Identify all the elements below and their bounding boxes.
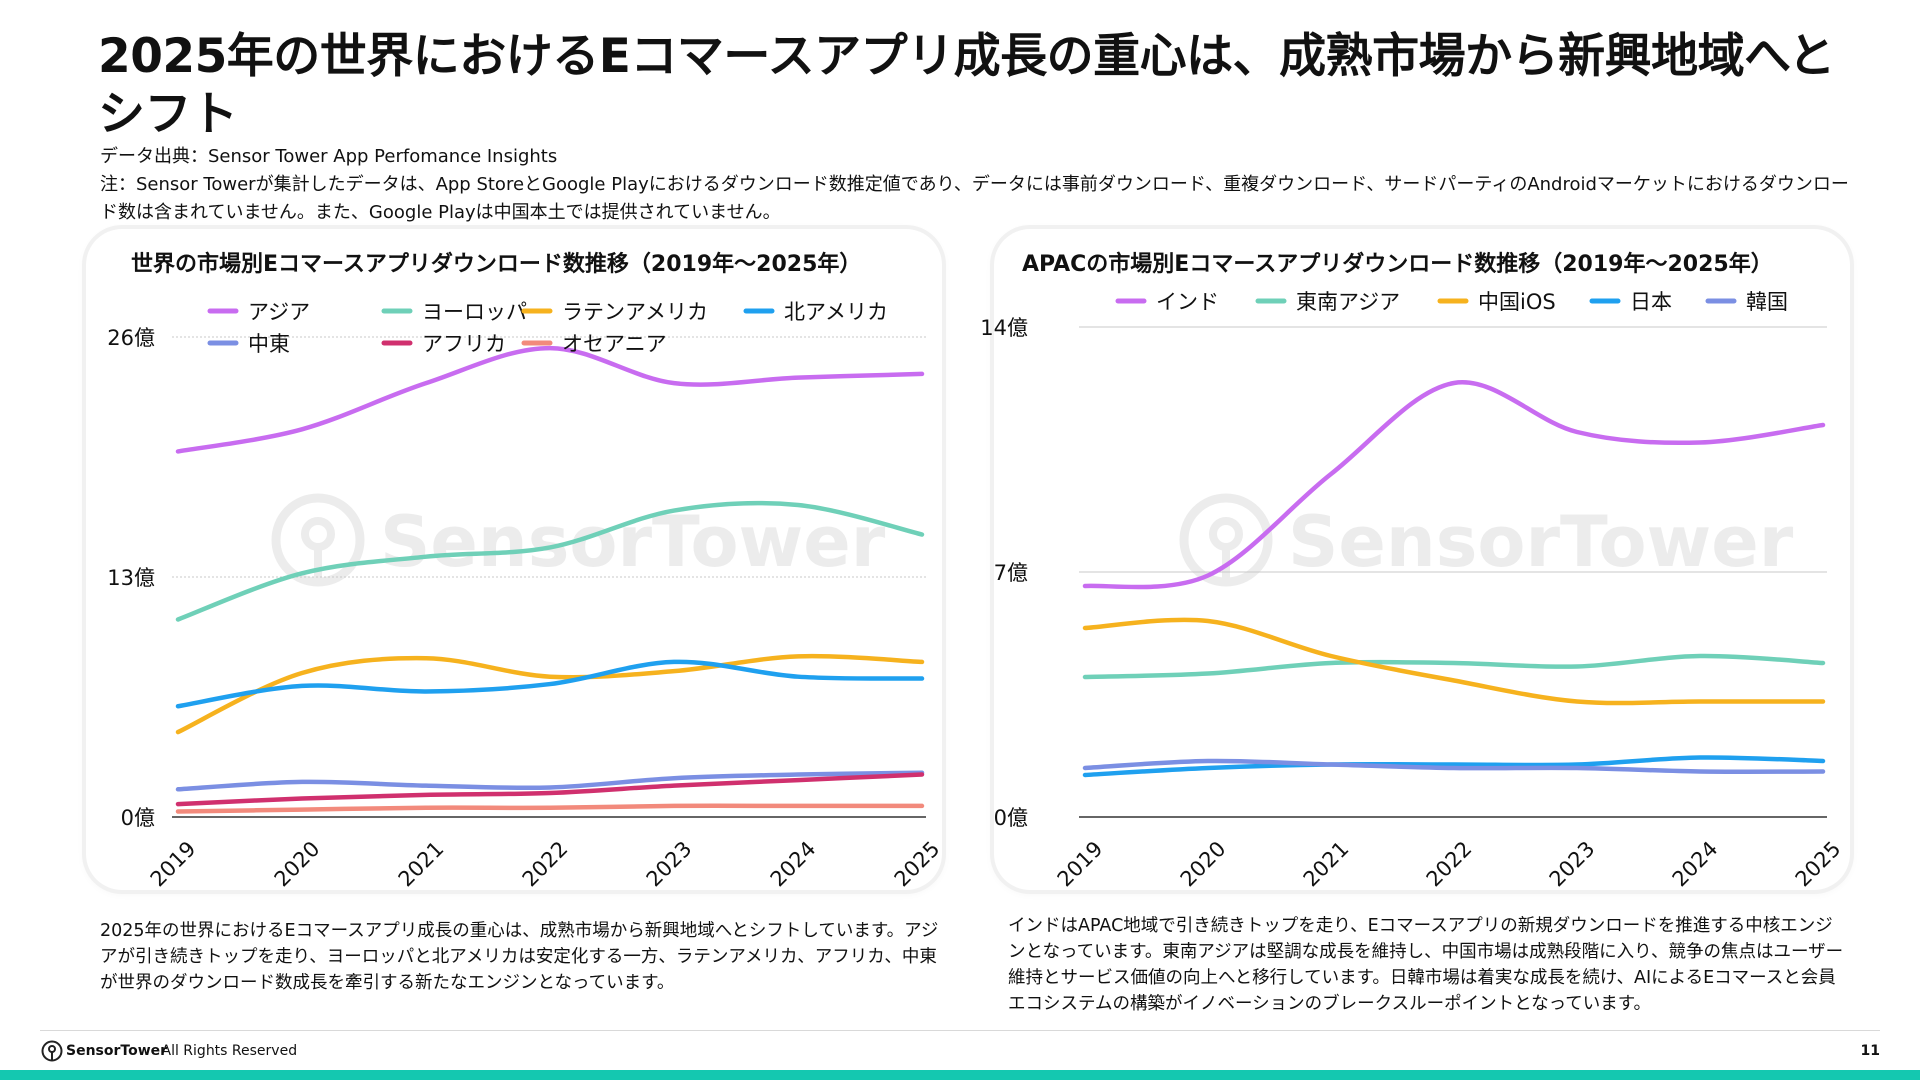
- global-x-tick-label: 2023: [642, 837, 697, 892]
- global-series-line-2: [175, 500, 925, 622]
- global-series-line-3: [175, 653, 925, 735]
- global-y-tick-label: 0億: [121, 806, 155, 830]
- global-x-tick-label: 2020: [270, 837, 325, 892]
- global-watermark-logo-inner: [301, 517, 335, 551]
- global-series-line-4: [175, 659, 925, 709]
- apac-y-tick-label: 7億: [994, 561, 1028, 585]
- apac-x-tick-label: 2025: [1791, 837, 1846, 892]
- apac-watermark-logo-icon: [1179, 493, 1273, 587]
- apac-watermark-text: SensorTower: [1288, 501, 1794, 583]
- apac-legend-label-1: インド: [1156, 290, 1219, 314]
- apac-y-tick-label: 14億: [980, 316, 1028, 340]
- global-y-tick-label: 13億: [107, 566, 155, 590]
- global-x-tick-label: 2025: [890, 837, 945, 892]
- apac-x-tick-label: 2020: [1176, 837, 1231, 892]
- data-note: 注：Sensor Towerが集計したデータは、App StoreとGoogle…: [100, 174, 1849, 223]
- accent-bar: [0, 1070, 1920, 1080]
- apac-chart-title: APACの市場別Eコマースアプリダウンロード数推移（2019年～2025年）: [1022, 252, 1773, 277]
- apac-legend-label-5: 韓国: [1746, 290, 1788, 314]
- footer-rights: - All Rights Reserved: [152, 1043, 298, 1059]
- apac-legend-label-4: 日本: [1630, 290, 1672, 314]
- apac-x-tick-label: 2021: [1299, 837, 1354, 892]
- apac-series-line-3: [1082, 617, 1826, 706]
- data-source: データ出典：Sensor Tower App Perfomance Insigh…: [100, 146, 558, 167]
- apac-x-tick-label: 2019: [1053, 837, 1108, 892]
- global-series-line-5: [175, 770, 925, 792]
- global-watermark-text: SensorTower: [380, 501, 886, 583]
- global-legend-label-6: アフリカ: [422, 332, 506, 356]
- global-legend-label-7: オセアニア: [562, 332, 667, 356]
- footer-divider: [40, 1030, 1880, 1031]
- page-number: 11: [1860, 1043, 1880, 1059]
- global-series-line-6: [175, 772, 925, 807]
- global-x-tick-label: 2024: [766, 837, 821, 892]
- global-legend-label-4: 北アメリカ: [784, 300, 888, 324]
- global-chart-title: 世界の市場別Eコマースアプリダウンロード数推移（2019年～2025年）: [131, 252, 862, 277]
- apac-x-tick-label: 2022: [1422, 837, 1477, 892]
- apac-series-line-1: [1082, 380, 1826, 590]
- global-summary-text: 2025年の世界におけるEコマースアプリ成長の重心は、成熟市場から新興地域へとシ…: [100, 921, 939, 993]
- global-series-line-7: [175, 803, 925, 814]
- apac-series-line-2: [1082, 653, 1826, 680]
- global-x-tick-label: 2021: [394, 837, 449, 892]
- global-legend-label-1: アジア: [248, 300, 310, 324]
- global-y-tick-label: 26億: [107, 326, 155, 350]
- apac-series-line-5: [1082, 758, 1826, 775]
- footer-brand: SensorTower: [66, 1043, 168, 1059]
- apac-x-tick-label: 2023: [1545, 837, 1600, 892]
- apac-legend-label-3: 中国iOS: [1478, 290, 1556, 314]
- global-watermark-logo-icon: [271, 493, 365, 587]
- global-legend-label-3: ラテンアメリカ: [562, 300, 708, 324]
- global-legend-label-2: ヨーロッパ: [422, 300, 527, 324]
- global-x-tick-label: 2022: [518, 837, 573, 892]
- apac-chart-card: [994, 229, 1850, 890]
- apac-x-tick-label: 2024: [1668, 837, 1723, 892]
- global-x-tick-label: 2019: [146, 837, 201, 892]
- page-title: 2025年の世界におけるEコマースアプリ成長の重心は、成熟市場から新興地域へとシ…: [98, 29, 1835, 142]
- apac-watermark-logo-inner: [1209, 517, 1243, 551]
- apac-series-line-4: [1082, 755, 1826, 778]
- apac-y-tick-label: 0億: [994, 806, 1028, 830]
- apac-summary-text: インドはAPAC地域で引き続きトップを走り、Eコマースアプリの新規ダウンロードを…: [1008, 916, 1844, 1014]
- sensortower-logo-icon: [41, 1040, 63, 1062]
- global-legend-label-5: 中東: [248, 332, 290, 356]
- global-series-line-1: [175, 345, 925, 454]
- apac-legend-label-2: 東南アジア: [1296, 290, 1400, 314]
